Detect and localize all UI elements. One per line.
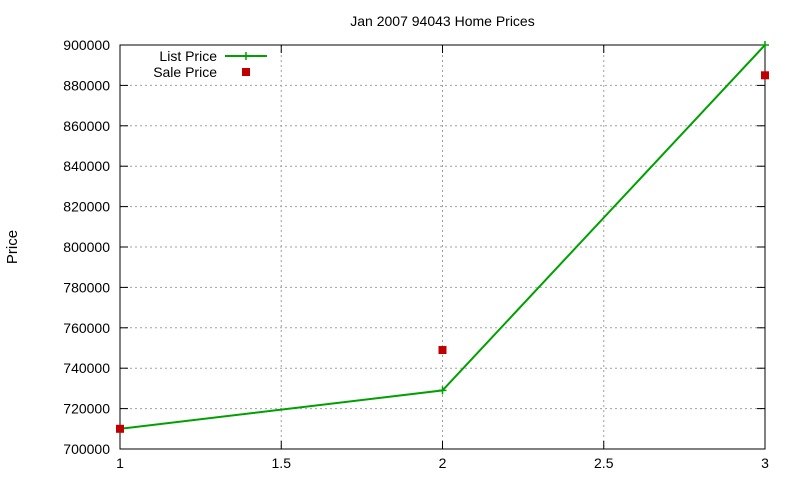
- legend-label: List Price: [159, 48, 217, 64]
- series-1: [116, 71, 769, 433]
- y-tick-label: 700000: [63, 441, 110, 457]
- y-tick-label: 740000: [63, 360, 110, 376]
- y-tick-label: 800000: [63, 239, 110, 255]
- y-axis-label: Price: [4, 230, 21, 264]
- x-tick-label: 2.5: [594, 455, 614, 471]
- y-tick-label: 840000: [63, 158, 110, 174]
- data-point: [761, 71, 769, 80]
- legend-item: List Price: [159, 48, 267, 64]
- x-tick-label: 3: [761, 455, 769, 471]
- legend-item: Sale Price: [153, 64, 250, 80]
- grid-lines: [120, 45, 765, 449]
- y-tick-label: 880000: [63, 77, 110, 93]
- x-tick-label: 2: [439, 455, 447, 471]
- legend-label: Sale Price: [153, 64, 217, 80]
- y-axis: 700000 720000 740000 760000 780000 800000 8200…: [63, 37, 765, 457]
- x-tick-label: 1: [116, 455, 124, 471]
- y-tick-label: 760000: [63, 320, 110, 336]
- x-axis: 1 1.5 2 2.5 3: [116, 45, 769, 471]
- y-tick-label: 820000: [63, 199, 110, 215]
- x-tick-label: 1.5: [272, 455, 292, 471]
- y-tick-label: 720000: [63, 401, 110, 417]
- data-point: [438, 386, 447, 395]
- legend-marker: [242, 68, 250, 76]
- series-layer: [116, 41, 769, 433]
- data-point: [761, 41, 769, 49]
- y-tick-label: 780000: [63, 279, 110, 295]
- chart-title: Jan 2007 94043 Home Prices: [350, 13, 534, 29]
- data-point: [116, 424, 124, 433]
- legend-marker: [242, 52, 250, 60]
- y-tick-label: 900000: [63, 37, 110, 53]
- y-tick-label: 860000: [63, 118, 110, 134]
- data-point: [438, 346, 447, 355]
